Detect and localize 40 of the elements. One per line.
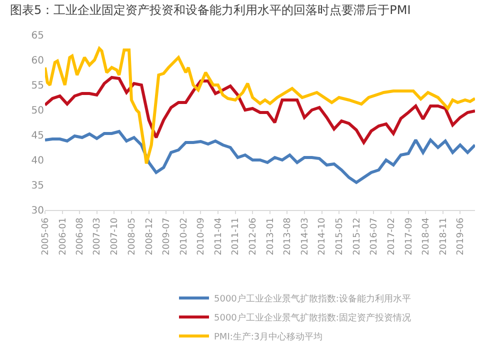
y-tick-label: 60 [31, 56, 44, 66]
x-tick-label: 2007-10 [110, 217, 120, 256]
x-tick-label: 2005-06 [40, 217, 51, 256]
x-tick-label: 2006-01 [58, 218, 68, 256]
x-tick-label: 2012-06 [248, 217, 259, 256]
legend-label: PMI:生产:3月中心移动平均 [214, 332, 323, 343]
y-tick-label: 65 [31, 30, 44, 42]
y-tick-label: 50 [31, 106, 44, 116]
x-tick-label: 2014-10 [318, 217, 328, 256]
x-tick-label: 2007-03 [92, 218, 103, 256]
y-tick-label: 55 [31, 80, 44, 92]
x-tick-label: 2013-01 [266, 218, 276, 256]
x-tick-label: 2011-04 [214, 217, 224, 256]
x-tick-label: 2016-07 [370, 218, 380, 256]
x-tick-label: 2008-12 [144, 218, 155, 256]
x-tick-label: 2015-05 [334, 218, 345, 256]
x-tick-label: 2013-08 [283, 217, 294, 256]
x-tick-label: 2017-09 [404, 217, 414, 256]
chart-title: 图表5：工业企业固定资产投资和设备能力利用水平的回落时点要滞后于PMI [10, 2, 411, 17]
x-tick-label: 2006-08 [76, 217, 86, 256]
line-series [45, 130, 475, 184]
x-tick-label: 2011-11 [231, 218, 242, 256]
y-tick-label: 35 [31, 180, 44, 192]
x-tick-label: 2014-03 [300, 218, 310, 256]
x-tick-label: 2019-06 [456, 217, 466, 256]
x-tick-label: 2010-02 [179, 218, 190, 256]
line-series [45, 76, 475, 144]
y-tick-label: 45 [31, 130, 44, 142]
line-series [45, 47, 475, 165]
x-tick-label: 2010-09 [196, 217, 207, 256]
y-tick-label: 30 [31, 206, 44, 216]
x-tick-label: 2015-12 [352, 218, 362, 256]
legend-label: 5000户工业企业景气扩散指数:设备能力利用水平 [214, 294, 411, 305]
x-tick-label: 2008-05 [127, 218, 138, 256]
legend-label: 5000户工业企业景气扩散指数:固定资产投资情况 [214, 312, 411, 324]
x-tick-label: 2018-04 [421, 217, 432, 256]
x-tick-label: 2017-02 [387, 218, 398, 256]
x-tick-label: 2018-11 [438, 218, 449, 256]
x-tick-label: 2009-07 [162, 218, 172, 256]
y-tick-label: 40 [31, 156, 44, 166]
